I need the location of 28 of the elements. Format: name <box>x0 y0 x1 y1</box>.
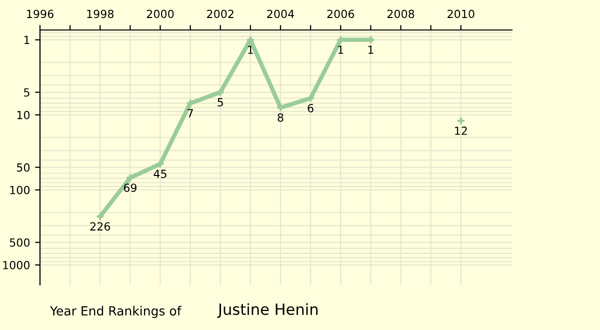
y-tick-label: 1 <box>24 36 30 44</box>
data-label: 5 <box>218 98 223 106</box>
data-label: 7 <box>188 109 193 118</box>
x-tick-label: 2004 <box>267 10 294 18</box>
x-tick-label: 2002 <box>207 10 234 18</box>
x-tick-label: 2010 <box>448 10 474 18</box>
y-tick-label: 50 <box>16 163 30 172</box>
data-label: 1 <box>248 46 253 54</box>
data-label: 45 <box>154 170 166 178</box>
text: Justine Henin <box>217 303 318 318</box>
x-tick-label: 1998 <box>87 10 114 18</box>
data-label: 12 <box>455 126 467 135</box>
x-tick-label: 1996 <box>27 10 54 18</box>
y-tick-label: 10 <box>17 110 30 120</box>
data-label: 226 <box>90 222 110 231</box>
y-tick-label: 100 <box>10 186 30 194</box>
text: Year End Rankings of <box>50 306 182 318</box>
x-tick-label: 2000 <box>146 10 174 18</box>
data-label: 1 <box>368 46 374 54</box>
data-label: 8 <box>278 113 284 122</box>
y-tick-label: 5 <box>24 88 30 97</box>
y-tick-label: 1000 <box>3 260 30 270</box>
data-label: 1 <box>338 46 344 54</box>
x-tick-label: 2006 <box>327 10 354 18</box>
data-label: 6 <box>308 104 314 112</box>
y-tick-label: 500 <box>10 238 30 247</box>
x-tick-label: 2008 <box>387 10 414 18</box>
data-label: 69 <box>124 184 136 192</box>
